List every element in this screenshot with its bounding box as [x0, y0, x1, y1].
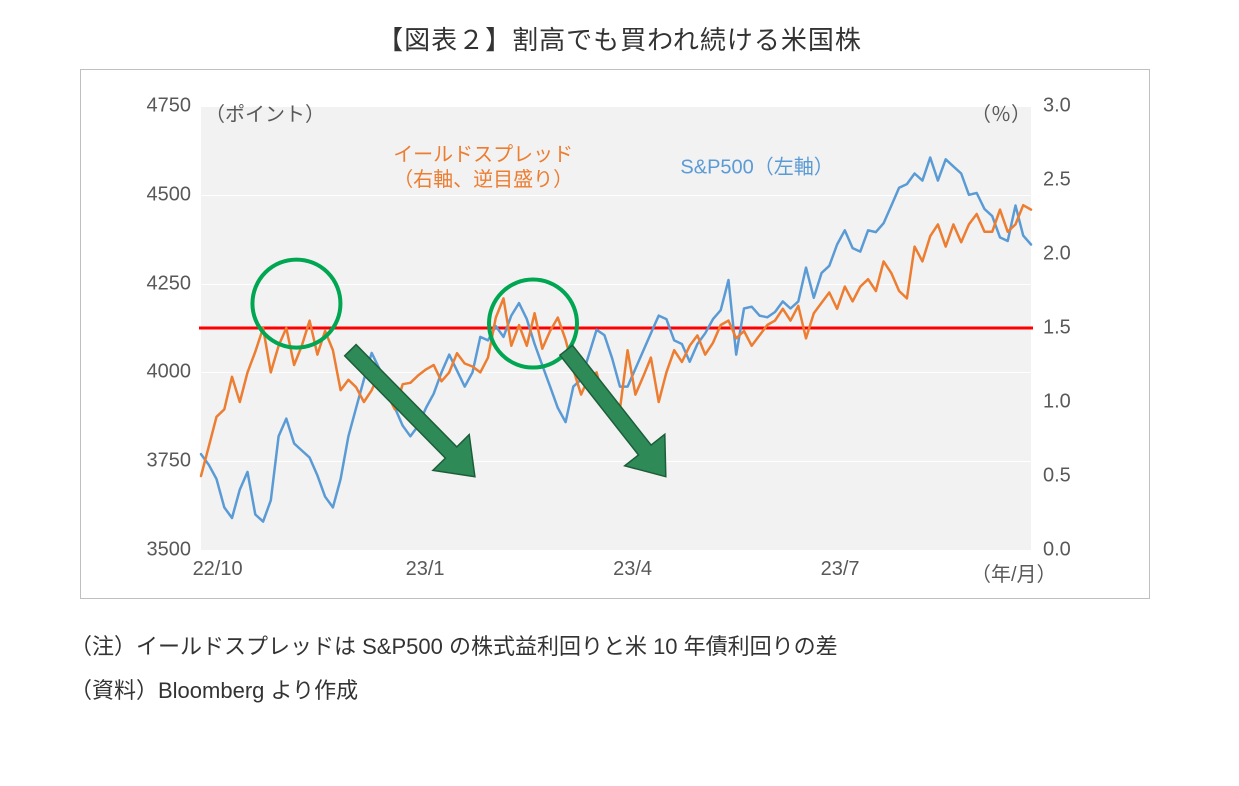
- ytick-left: 4750: [131, 95, 191, 118]
- footnotes: （注）イールドスプレッドは S&P500 の株式益利回りと米 10 年債利回りの…: [70, 625, 1169, 713]
- label-yield-spread: イールドスプレッド（右軸、逆目盛り）: [393, 143, 573, 193]
- x-axis-unit: （年/月）: [971, 558, 1057, 587]
- ytick-right: 0.5: [1043, 465, 1071, 488]
- left-axis-unit: （ポイント）: [205, 98, 325, 127]
- xtick: 23/7: [821, 558, 860, 581]
- ytick-right: 1.0: [1043, 391, 1071, 414]
- chart-frame: イールドスプレッド（右軸、逆目盛り） S&P500（左軸） 4750 4500 425…: [80, 69, 1150, 599]
- ytick-left: 4500: [131, 183, 191, 206]
- xtick: 23/4: [613, 558, 652, 581]
- ytick-right: 3.0: [1043, 95, 1071, 118]
- chart-title: 【図表２】割高でも買われ続ける米国株: [0, 20, 1239, 57]
- xtick: 23/1: [406, 558, 445, 581]
- ytick-left: 4250: [131, 272, 191, 295]
- annotation-circle: [252, 260, 340, 348]
- ytick-left: 4000: [131, 361, 191, 384]
- series-sp500: [201, 158, 1031, 522]
- label-sp500: S&P500（左軸）: [680, 156, 833, 181]
- footnote-2: （資料）Bloomberg より作成: [70, 669, 1169, 713]
- ytick-right: 1.5: [1043, 317, 1071, 340]
- ytick-left: 3750: [131, 450, 191, 473]
- series-svg: [201, 106, 1031, 550]
- xtick: 22/10: [193, 558, 243, 581]
- right-axis-unit: （％）: [971, 98, 1031, 127]
- plot-area: イールドスプレッド（右軸、逆目盛り） S&P500（左軸）: [201, 106, 1031, 550]
- ytick-left: 3500: [131, 539, 191, 562]
- ytick-right: 2.0: [1043, 243, 1071, 266]
- series-yield-spread: [201, 205, 1031, 476]
- ytick-right: 2.5: [1043, 169, 1071, 192]
- footnote-1: （注）イールドスプレッドは S&P500 の株式益利回りと米 10 年債利回りの…: [70, 625, 1169, 669]
- gridline: [201, 550, 1031, 551]
